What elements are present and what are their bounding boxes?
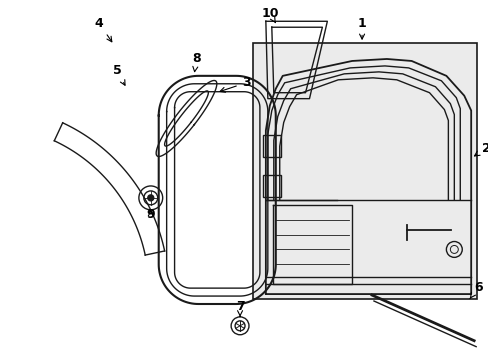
Circle shape [147, 195, 153, 201]
Text: 5: 5 [112, 64, 125, 85]
Text: 10: 10 [261, 7, 278, 23]
Text: 8: 8 [192, 53, 200, 72]
Text: 4: 4 [95, 17, 112, 42]
Text: 1: 1 [357, 17, 366, 39]
Bar [263, 175, 280, 197]
Text: 6: 6 [469, 281, 482, 299]
Text: 3: 3 [220, 76, 250, 92]
Text: 2: 2 [473, 142, 488, 156]
Bar [252, 43, 476, 299]
Bar [263, 135, 280, 157]
Text: 7: 7 [235, 301, 244, 316]
Text: 9: 9 [146, 208, 155, 221]
